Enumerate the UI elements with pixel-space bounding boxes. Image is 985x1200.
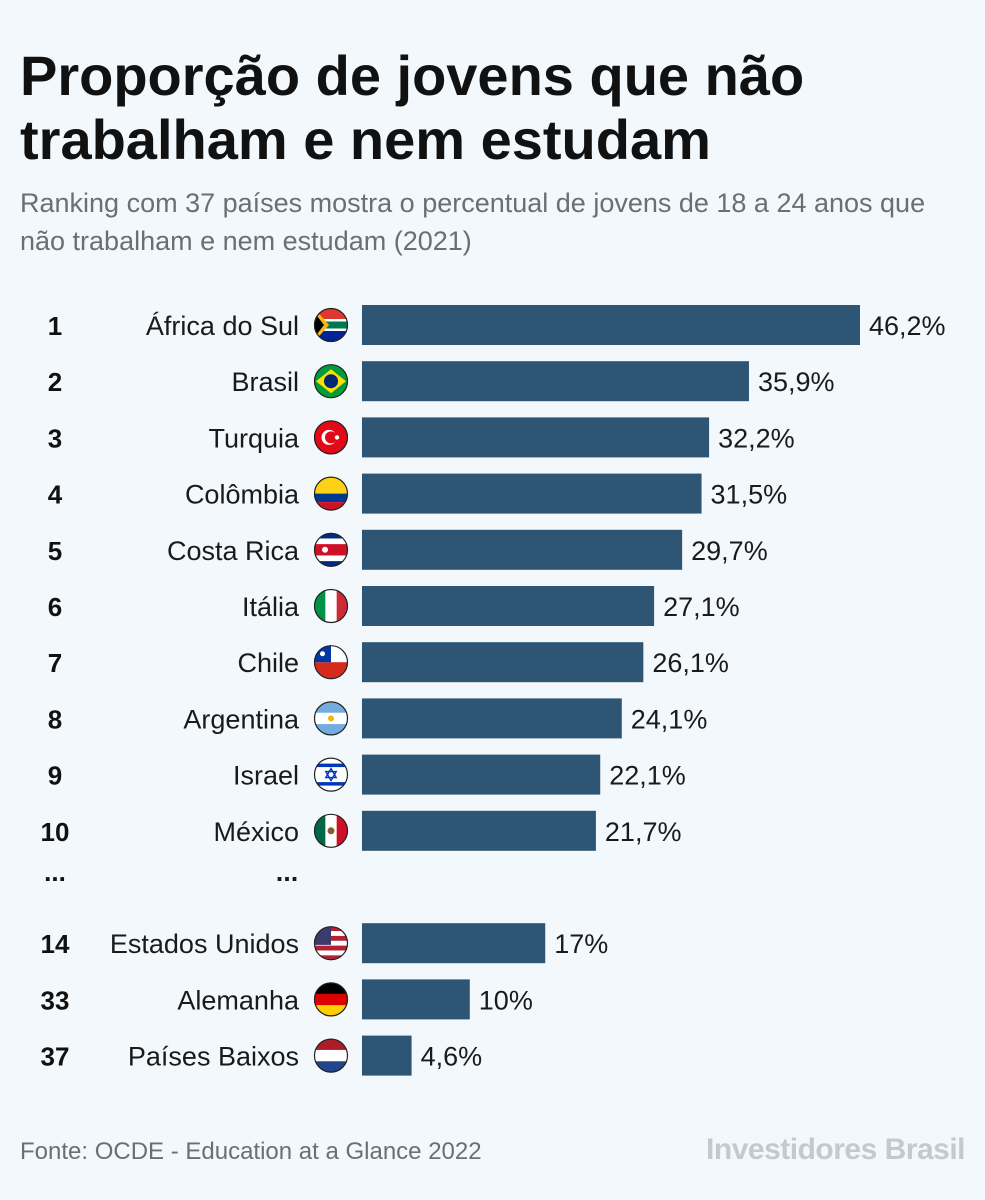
bar <box>362 754 601 795</box>
bar-value-label: 24,1% <box>631 704 708 734</box>
bar-value-label: 26,1% <box>652 648 729 678</box>
costa-rica-flag-icon <box>313 532 349 567</box>
row-country-label: Colômbia <box>185 480 300 510</box>
israel-flag-icon <box>313 757 349 792</box>
bar-value-label: 32,2% <box>718 423 795 453</box>
bar-value-label: 21,7% <box>605 817 682 847</box>
bar <box>362 923 546 964</box>
row-rank: 7 <box>48 648 62 678</box>
bar-value-label: 35,9% <box>758 367 835 397</box>
row-rank: 4 <box>48 480 63 510</box>
row-country-label: África do Sul <box>146 311 299 341</box>
row-rank: 9 <box>48 761 62 791</box>
row-country-label: Países Baixos <box>128 1042 299 1072</box>
row-rank: 14 <box>41 929 70 959</box>
bar-value-label: 46,2% <box>869 311 946 341</box>
row-country-label: Israel <box>233 761 299 791</box>
row-country-label: Argentina <box>183 704 300 734</box>
chile-flag-icon <box>313 645 349 680</box>
usa-flag-icon <box>313 926 349 961</box>
row-rank: 10 <box>41 817 70 847</box>
bar-value-label: 27,1% <box>663 592 740 622</box>
row-country-label: Turquia <box>208 423 300 453</box>
row-country-label: Brasil <box>231 367 299 397</box>
bar <box>362 1035 412 1076</box>
row-country-label: ... <box>276 857 299 887</box>
row-rank: 8 <box>48 704 62 734</box>
bar <box>362 642 644 683</box>
bar <box>362 529 683 570</box>
brand-logo: Investidores Brasil <box>706 1133 965 1166</box>
source-note: Fonte: OCDE - Education at a Glance 2022 <box>20 1138 482 1165</box>
bar <box>362 979 470 1020</box>
bar-value-label: 17% <box>554 929 608 959</box>
bar <box>362 810 596 851</box>
row-rank: 33 <box>41 985 70 1015</box>
bar <box>362 417 710 458</box>
argentina-flag-icon <box>313 701 349 736</box>
bar-chart: 1 África do Sul 46,2% 2 Brasil 35,9% 3 Turquia 3… <box>41 305 946 1076</box>
row-rank: 37 <box>41 1042 70 1072</box>
bar-value-label: 22,1% <box>609 761 686 791</box>
row-country-label: Estados Unidos <box>110 929 299 959</box>
row-country-label: Chile <box>237 648 299 678</box>
row-rank: 6 <box>48 592 62 622</box>
bar-value-label: 10% <box>479 985 533 1015</box>
row-country-label: México <box>213 817 299 847</box>
chart-title: Proporção de jovens que não trabalham e … <box>20 44 805 171</box>
germany-flag-icon <box>313 982 349 1017</box>
row-country-label: Itália <box>242 592 300 622</box>
mexico-flag-icon <box>313 813 349 848</box>
row-rank: 2 <box>48 367 62 397</box>
row-rank: 3 <box>48 423 62 453</box>
netherlands-flag-icon <box>313 1038 349 1073</box>
bar <box>362 586 655 626</box>
turkey-flag-icon <box>313 420 349 455</box>
italy-flag-icon <box>313 588 349 624</box>
bar-value-label: 4,6% <box>421 1042 483 1072</box>
row-rank: ... <box>44 857 66 887</box>
brazil-flag-icon <box>313 364 349 399</box>
chart-subtitle: Ranking com 37 países mostra o percentua… <box>20 188 926 256</box>
row-rank: 1 <box>48 311 62 341</box>
row-rank: 5 <box>48 536 62 566</box>
colombia-flag-icon <box>313 476 349 511</box>
bar <box>362 361 749 402</box>
row-country-label: Alemanha <box>177 985 300 1015</box>
bar-value-label: 31,5% <box>711 480 788 510</box>
bar-value-label: 29,7% <box>691 536 768 566</box>
south-africa-flag-icon <box>313 307 349 343</box>
bar <box>362 698 622 739</box>
row-country-label: Costa Rica <box>167 536 300 566</box>
bar <box>362 305 860 345</box>
bar <box>362 473 702 514</box>
